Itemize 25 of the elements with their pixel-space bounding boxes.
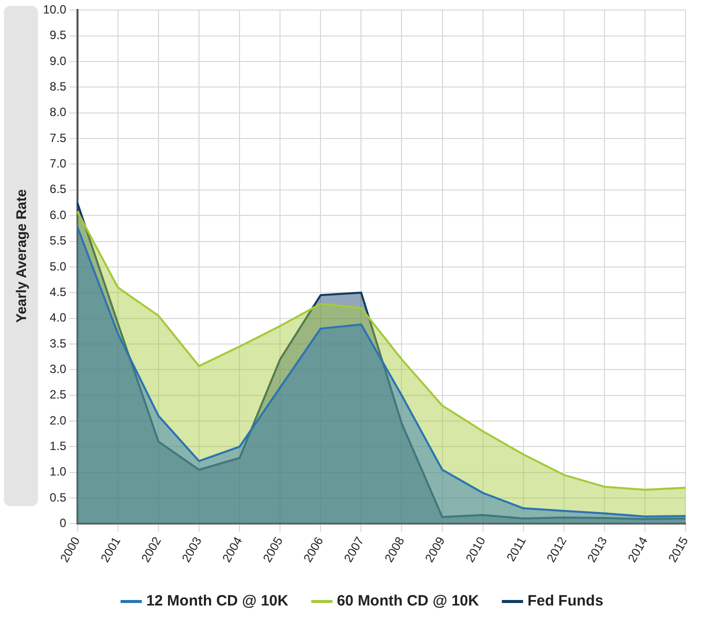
y-tick-label: 0 bbox=[60, 516, 67, 530]
legend-label: 12 Month CD @ 10K bbox=[146, 592, 289, 610]
y-tick-label: 10.0 bbox=[42, 2, 67, 17]
y-tick-label: 3.0 bbox=[50, 362, 67, 376]
y-tick-label: 5.5 bbox=[50, 234, 67, 248]
y-tick-label: 4.5 bbox=[50, 284, 67, 299]
y-tick-label: 2.5 bbox=[50, 388, 67, 402]
y-tick-label: 1.0 bbox=[50, 464, 67, 479]
y-tick-label: 6.5 bbox=[50, 182, 67, 196]
y-tick-label: 8.5 bbox=[50, 80, 67, 94]
y-tick-label: 3.5 bbox=[50, 336, 67, 350]
y-tick-label: 8.0 bbox=[50, 105, 67, 120]
y-tick-label: 1.5 bbox=[50, 438, 67, 453]
y-tick-label: 5.0 bbox=[50, 259, 67, 274]
y-tick-label: 4.0 bbox=[50, 310, 67, 325]
y-tick-label: 2.0 bbox=[50, 413, 67, 428]
y-tick-label: 9.0 bbox=[50, 54, 67, 68]
y-tick-label: 0.5 bbox=[50, 490, 67, 504]
y-axis-title: Yearly Average Rate bbox=[13, 189, 29, 323]
y-tick-label: 7.5 bbox=[50, 130, 67, 145]
legend-label: Fed Funds bbox=[527, 592, 604, 610]
y-tick-label: 7.0 bbox=[50, 156, 67, 171]
y-tick-label: 6.0 bbox=[50, 208, 67, 222]
y-tick-label: 9.5 bbox=[50, 28, 67, 42]
legend-label: 60 Month CD @ 10K bbox=[336, 592, 480, 610]
